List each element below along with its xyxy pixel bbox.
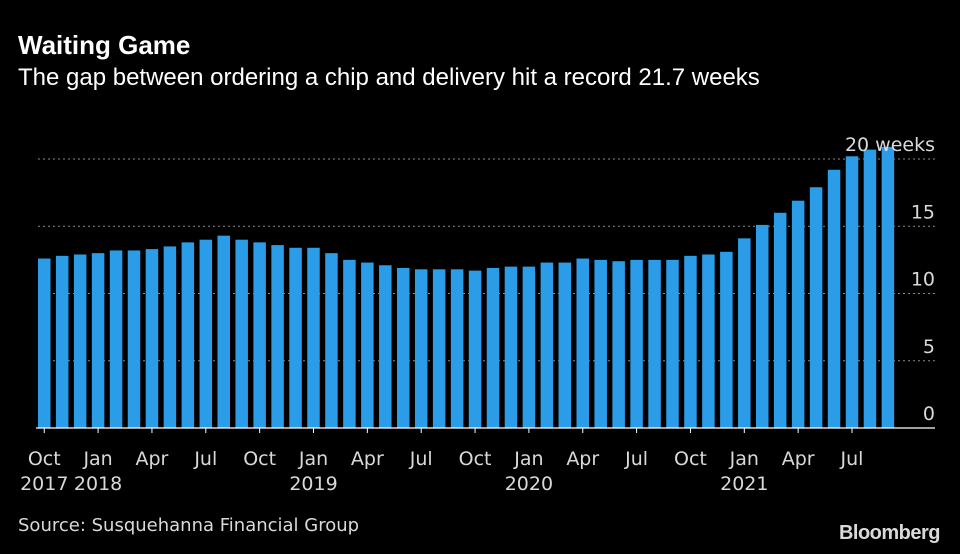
y-tick-label: 20 weeks bbox=[845, 134, 935, 156]
x-year-label: 2017 bbox=[20, 473, 68, 495]
y-tick-label: 0 bbox=[923, 403, 935, 425]
bar bbox=[361, 262, 374, 428]
x-tick-label: Jul bbox=[409, 448, 433, 470]
bar bbox=[594, 259, 607, 428]
bar bbox=[271, 245, 284, 428]
y-tick-label: 5 bbox=[923, 336, 935, 358]
x-tick-label: Oct bbox=[674, 448, 707, 470]
bar bbox=[199, 239, 213, 428]
x-tick-label: Jan bbox=[82, 448, 112, 470]
y-axis-labels: 0 5 10 15 20 weeks bbox=[845, 134, 935, 425]
bar bbox=[881, 146, 895, 428]
bar bbox=[468, 270, 482, 428]
bar bbox=[450, 269, 464, 428]
bar bbox=[307, 247, 320, 428]
bar bbox=[379, 265, 392, 428]
bar bbox=[684, 255, 697, 428]
x-axis: Oct 2017 Jan 2018 Apr Jul Oct Jan 2019 Apr Jul Oct J… bbox=[20, 427, 935, 495]
x-year-label: 2019 bbox=[289, 473, 337, 495]
x-tick-label: Apr bbox=[566, 448, 599, 470]
bar bbox=[38, 258, 51, 428]
x-tick-label: Apr bbox=[782, 448, 815, 470]
bar bbox=[163, 246, 177, 428]
bar bbox=[145, 249, 159, 428]
x-tick-label: Jul bbox=[840, 448, 864, 470]
x-tick-label: Jan bbox=[298, 448, 328, 470]
bar bbox=[504, 266, 518, 428]
bar bbox=[720, 251, 733, 428]
bar bbox=[253, 242, 266, 428]
source-note: Source: Susquehanna Financial Group bbox=[18, 515, 360, 536]
bar bbox=[756, 224, 769, 428]
x-tick-label: Jul bbox=[624, 448, 648, 470]
bar bbox=[181, 242, 195, 428]
bar bbox=[397, 267, 410, 428]
x-tick-label: Jan bbox=[729, 448, 759, 470]
bar bbox=[343, 259, 356, 428]
bloomberg-logo: Bloomberg bbox=[838, 522, 941, 544]
bars bbox=[38, 146, 895, 428]
bar bbox=[289, 247, 302, 428]
bar bbox=[522, 266, 536, 428]
bar bbox=[486, 267, 500, 428]
x-year-label: 2021 bbox=[720, 473, 768, 495]
x-tick-label: Jan bbox=[513, 448, 543, 470]
bar bbox=[863, 149, 877, 428]
bar bbox=[217, 235, 230, 428]
bar bbox=[809, 187, 823, 428]
bar bbox=[576, 258, 589, 428]
bar bbox=[558, 262, 572, 428]
bar bbox=[73, 254, 87, 428]
bar bbox=[109, 250, 123, 428]
bar bbox=[648, 259, 661, 428]
bar bbox=[827, 169, 841, 428]
chart-subtitle: The gap between ordering a chip and deli… bbox=[18, 64, 760, 91]
bar bbox=[738, 238, 751, 428]
bar bbox=[666, 259, 679, 428]
x-tick-label: Apr bbox=[351, 448, 384, 470]
bar bbox=[612, 261, 625, 428]
x-year-label: 2020 bbox=[505, 473, 553, 495]
bar bbox=[235, 239, 248, 428]
x-tick-label: Oct bbox=[243, 448, 276, 470]
bar bbox=[791, 200, 805, 428]
x-tick-label: Oct bbox=[459, 448, 492, 470]
bar bbox=[540, 262, 554, 428]
bar bbox=[127, 250, 141, 428]
bar bbox=[325, 253, 338, 428]
bar bbox=[773, 212, 787, 428]
x-tick-label: Jul bbox=[193, 448, 217, 470]
bar bbox=[414, 269, 428, 428]
bar bbox=[91, 253, 105, 428]
x-tick-label: Oct bbox=[28, 448, 61, 470]
bar bbox=[702, 254, 715, 428]
chart-title: Waiting Game bbox=[18, 30, 191, 60]
x-tick-label: Apr bbox=[136, 448, 169, 470]
bar bbox=[845, 156, 859, 428]
bar bbox=[55, 255, 69, 428]
x-year-label: 2018 bbox=[74, 473, 122, 495]
bar bbox=[432, 269, 446, 428]
y-tick-label: 10 bbox=[911, 269, 935, 291]
y-tick-label: 15 bbox=[911, 201, 935, 223]
bar bbox=[630, 259, 643, 428]
